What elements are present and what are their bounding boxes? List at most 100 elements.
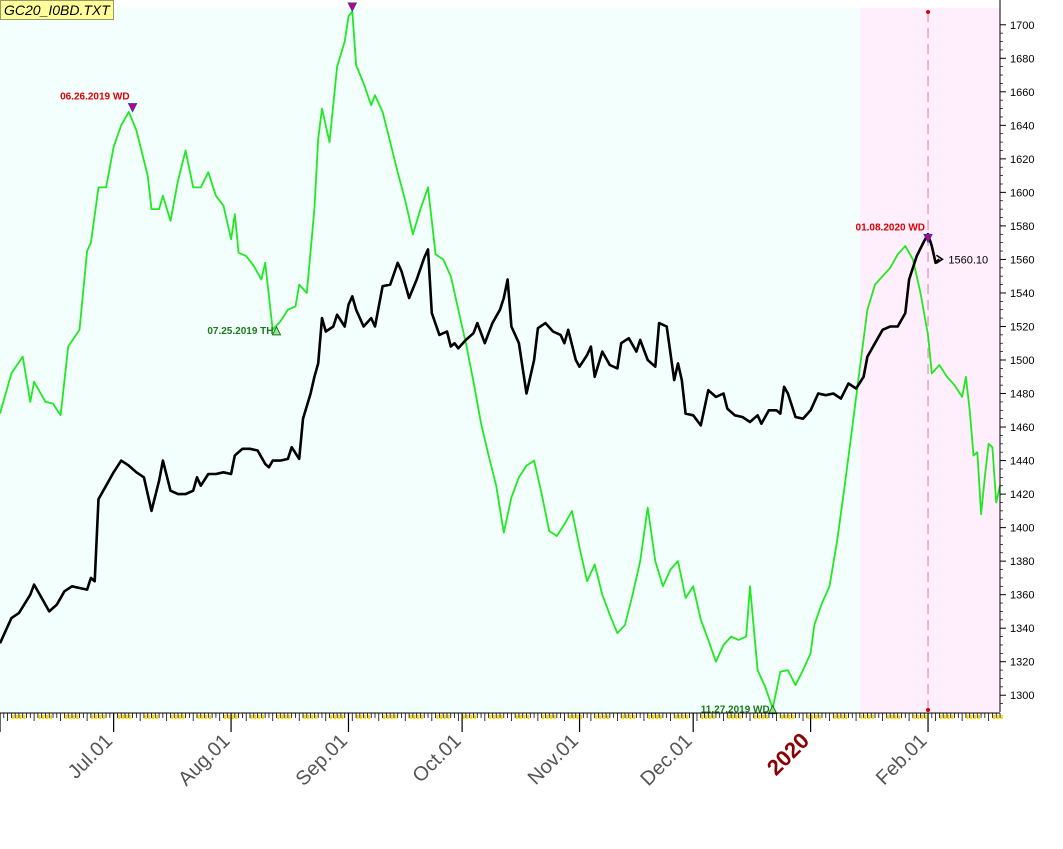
trading-day-marker	[841, 715, 844, 719]
trading-day-marker	[549, 715, 552, 719]
trading-day-marker	[727, 715, 730, 719]
price-tick-label: 1320	[1010, 657, 1034, 669]
price-tick-label: 1480	[1010, 389, 1034, 401]
trading-day-marker	[42, 715, 45, 719]
trading-day-marker	[121, 715, 124, 719]
trading-day-marker	[470, 715, 473, 719]
trading-day-marker	[394, 715, 397, 719]
trading-day-marker	[390, 715, 393, 719]
trading-day-marker	[992, 715, 996, 719]
price-tick-label: 1700	[1010, 20, 1034, 32]
price-tick-label: 1440	[1010, 456, 1034, 468]
trading-day-marker	[152, 715, 155, 719]
trading-day-marker	[553, 715, 556, 719]
trading-day-marker	[1000, 715, 1003, 719]
trading-day-marker	[98, 715, 102, 719]
trading-day-marker	[625, 715, 628, 719]
trading-day-marker	[364, 715, 367, 719]
peak-marker	[923, 233, 933, 244]
trading-day-marker	[95, 715, 98, 719]
trading-day-marker	[523, 715, 526, 719]
trading-day-marker	[920, 715, 924, 719]
chart-title: GC20_I0BD.TXT	[0, 0, 114, 20]
trading-day-marker	[973, 715, 977, 719]
trading-day-marker	[333, 715, 337, 719]
peak-label: 01.08.2020 WD	[856, 222, 926, 233]
trading-day-marker	[754, 715, 757, 719]
trough-label: 07.25.2019 TH	[207, 326, 273, 337]
month-label: Nov.01	[524, 730, 583, 789]
trading-day-marker	[527, 715, 530, 719]
price-tick-label: 1460	[1010, 422, 1034, 434]
trading-day-marker	[542, 715, 545, 719]
trading-day-marker	[598, 715, 602, 719]
trading-day-marker	[356, 715, 359, 719]
trough-marker	[271, 325, 282, 336]
price-tick-label: 1300	[1010, 690, 1034, 702]
trading-day-marker	[386, 715, 390, 719]
trading-day-marker	[970, 715, 973, 719]
trading-day-marker	[144, 715, 147, 719]
price-tick-label: 1600	[1010, 187, 1034, 199]
trading-day-marker	[996, 715, 999, 719]
price-tick-label: 1500	[1010, 355, 1034, 367]
trading-day-marker	[64, 715, 68, 719]
trading-day-marker	[45, 715, 49, 719]
trading-day-marker	[784, 715, 787, 719]
trading-day-marker	[178, 715, 181, 719]
trading-day-marker	[15, 715, 18, 719]
month-label: Aug.01	[174, 730, 234, 790]
trading-day-marker	[462, 715, 465, 719]
trading-day-marker	[519, 715, 522, 719]
price-tick-label: 1360	[1010, 590, 1034, 602]
trading-day-marker	[49, 715, 52, 719]
trading-day-marker	[765, 715, 768, 719]
trading-day-marker	[258, 715, 261, 719]
primary-price-line	[0, 233, 941, 644]
trading-day-marker	[871, 715, 874, 719]
trading-day-marker	[890, 715, 893, 719]
trading-day-marker	[231, 715, 234, 719]
price-tick-label: 1400	[1010, 523, 1034, 535]
price-tick-label: 1660	[1010, 87, 1034, 99]
trading-day-marker	[682, 715, 685, 719]
trading-day-marker	[68, 715, 71, 719]
trading-day-marker	[314, 715, 318, 719]
price-tick-label: 1520	[1010, 321, 1034, 333]
trading-day-marker	[280, 715, 284, 719]
trading-day-marker	[811, 715, 814, 719]
last-price-label: 1560.10	[948, 254, 988, 266]
trading-day-marker	[659, 715, 662, 719]
price-axis: 1300 1320 1340 1360 1380 1400 1420 1440 1460 1480…	[999, 0, 1034, 712]
trading-day-marker	[413, 715, 416, 719]
plot-background	[0, 8, 1000, 712]
trading-day-marker	[102, 715, 105, 719]
trading-day-marker	[277, 715, 280, 719]
trading-day-marker	[807, 715, 810, 719]
trading-day-marker	[705, 715, 708, 719]
trading-day-marker	[227, 715, 230, 719]
comparison-price-line	[0, 10, 1001, 710]
trading-day-marker	[708, 715, 712, 719]
trading-day-marker	[761, 715, 765, 719]
trading-day-marker	[473, 715, 477, 719]
trading-day-marker	[515, 715, 518, 719]
price-tick-label: 1380	[1010, 556, 1034, 568]
year-label: 2020	[762, 728, 814, 780]
trading-day-marker	[739, 715, 742, 719]
trading-day-marker	[129, 715, 132, 719]
last-price-pointer	[935, 254, 944, 264]
trading-day-marker	[924, 715, 927, 719]
trading-day-marker	[898, 715, 901, 719]
trading-day-marker	[943, 715, 946, 719]
trading-day-marker	[447, 715, 450, 719]
trading-day-marker	[951, 715, 954, 719]
trading-day-marker	[655, 715, 659, 719]
price-tick-label: 1420	[1010, 489, 1034, 501]
trading-day-marker	[208, 715, 212, 719]
date-axis: .01 Jul.01 Aug.01 Sep.01 Oct.01 Nov.01 Dec.01 2…	[0, 712, 1003, 790]
trading-day-marker	[250, 715, 253, 719]
series-layer	[0, 10, 1001, 710]
trading-day-marker	[223, 715, 227, 719]
trading-day-marker	[117, 715, 121, 719]
